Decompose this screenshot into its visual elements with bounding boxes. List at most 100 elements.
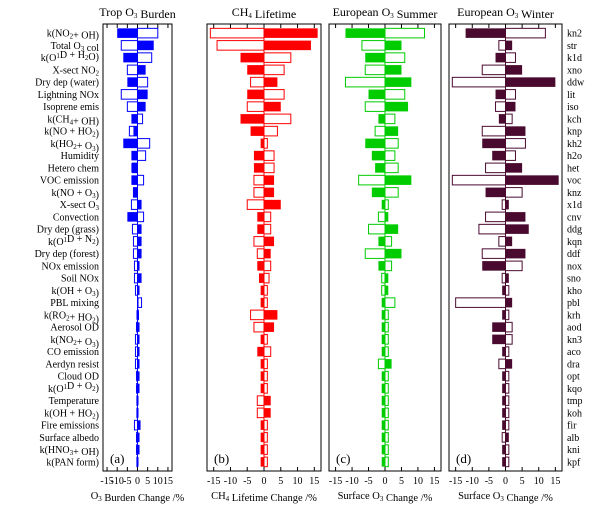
category-label: k(PAN form): [46, 457, 99, 468]
bar-filled: [502, 457, 506, 467]
bar-outline: [263, 162, 275, 174]
bar-outline: [505, 150, 516, 161]
bar-filled: [137, 395, 139, 406]
bar-filled: [502, 310, 506, 320]
bar-filled: [505, 224, 529, 234]
category-code: kni: [567, 445, 580, 456]
category-label: Surface albedo: [39, 433, 99, 444]
category-code: knz: [567, 188, 582, 199]
bar-filled: [257, 261, 264, 271]
bar-outline: [498, 236, 506, 247]
x-tick-label: -10: [111, 476, 124, 487]
x-tick-label: 0: [262, 476, 267, 487]
category-label: Dry dep (water): [35, 78, 99, 89]
bar-outline: [263, 211, 272, 223]
bar-outline: [132, 236, 139, 247]
category-code: sno: [567, 274, 581, 285]
bar-outline: [137, 174, 145, 186]
category-code: dra: [567, 359, 580, 370]
bar-outline: [384, 113, 396, 125]
bar-filled: [247, 65, 264, 75]
category-code: tmp: [567, 396, 583, 407]
bar-outline: [505, 321, 513, 333]
category-label: k(NO2+ O3): [50, 335, 99, 350]
bar-outline: [505, 113, 513, 125]
x-axis-label: Surface O3 Change /%: [338, 491, 433, 504]
category-label: Isoprene emis: [43, 102, 99, 113]
bar-outline: [246, 101, 265, 112]
bar-filled: [505, 77, 556, 87]
bar-outline: [384, 187, 399, 198]
bar-outline: [498, 358, 506, 370]
x-axis-label: O3 Burden Change /%: [91, 491, 185, 504]
bar-filled: [502, 346, 506, 357]
bar-filled: [258, 273, 264, 283]
panel-title: European O3 Summer: [333, 5, 438, 21]
bar-filled: [137, 457, 139, 467]
category-label: k(OH + O3): [52, 286, 100, 299]
bar-outline: [263, 150, 275, 161]
bar-filled: [137, 346, 140, 357]
bar-filled: [505, 432, 509, 443]
bar-filled: [492, 150, 506, 161]
bar-outline: [256, 248, 265, 259]
bar-filled: [505, 236, 513, 247]
panel-title: European O3 Winter: [457, 5, 554, 21]
bar-filled: [345, 28, 385, 38]
bar-filled: [137, 65, 146, 75]
category-code: kh2: [567, 139, 582, 150]
category-label: Aerdyn resist: [45, 359, 99, 370]
bar-filled: [137, 383, 140, 394]
category-label: k(O1D + N2): [48, 234, 99, 248]
bar-filled: [240, 52, 264, 63]
bar-outline: [377, 358, 386, 370]
bar-outline: [256, 395, 265, 406]
bar-outline: [478, 223, 507, 235]
category-code: voc: [567, 176, 582, 187]
bar-filled: [498, 114, 506, 124]
bar-filled: [260, 371, 264, 381]
x-tick-label: 10: [153, 476, 163, 487]
bar-filled: [495, 89, 506, 100]
bar-outline: [364, 101, 386, 112]
category-code: iso: [567, 102, 579, 113]
category-label: k(HO2+ O3): [50, 139, 99, 154]
category-code: kqo: [567, 384, 582, 395]
bar-outline: [384, 150, 396, 161]
bar-filled: [137, 248, 142, 259]
bar-filled: [385, 101, 409, 112]
bar-outline: [368, 223, 386, 235]
x-tick-label: 10: [293, 476, 303, 487]
bar-outline: [263, 52, 292, 63]
category-label: k(O1D + O2): [48, 381, 99, 395]
bar-outline: [246, 199, 265, 210]
bar-outline: [263, 370, 268, 382]
category-label: Hetero chem: [48, 163, 100, 174]
bar-filled: [264, 236, 275, 247]
bar-outline: [256, 407, 265, 419]
bar-outline: [505, 187, 523, 198]
panel-label: (d): [456, 451, 471, 466]
bar-filled: [137, 273, 142, 283]
bar-filled: [264, 28, 318, 38]
bar-outline: [384, 89, 406, 100]
bar-filled: [502, 383, 506, 394]
category-label: k(HNO3+ OH): [40, 445, 99, 458]
panel-title: Trop O3 Burden: [99, 5, 175, 21]
bar-outline: [263, 444, 268, 455]
category-label: k(O1D + H2O): [41, 50, 99, 64]
category-code: str: [567, 41, 578, 52]
bar-filled: [502, 408, 506, 418]
bar-filled: [505, 199, 509, 210]
bar-outline: [126, 64, 139, 76]
bar-filled: [260, 444, 264, 455]
bar-filled: [137, 285, 140, 296]
category-label: Fire emissions: [41, 421, 99, 432]
x-tick-label: -15: [207, 476, 220, 487]
x-tick-label: -15: [449, 476, 462, 487]
x-tick-label: 0: [383, 476, 388, 487]
bar-filled: [385, 285, 389, 296]
bar-outline: [253, 321, 265, 333]
bar-outline: [263, 125, 278, 137]
bar-filled: [502, 395, 506, 406]
